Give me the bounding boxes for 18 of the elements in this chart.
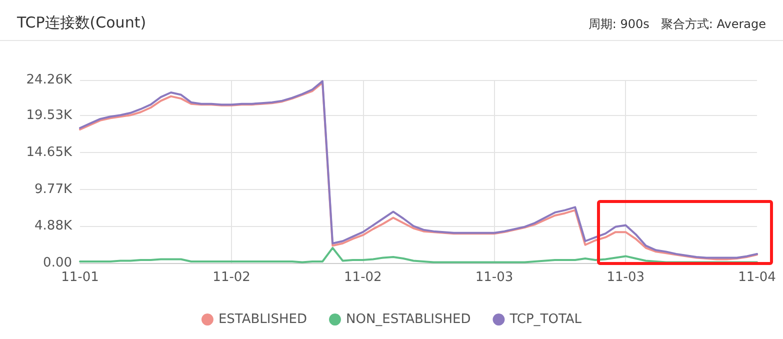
chart-subtitle: 周期: 900s 聚合方式: Average bbox=[588, 17, 766, 31]
legend-label: TCP_TOTAL bbox=[508, 312, 582, 327]
y-tick-label: 4.88K bbox=[34, 218, 72, 234]
x-tick-label: 11-01 bbox=[61, 270, 99, 285]
chart-title: TCP连接数(Count) bbox=[16, 14, 146, 32]
y-tick-label: 14.65K bbox=[26, 144, 72, 160]
x-tick-label: 11-02 bbox=[212, 270, 250, 285]
y-tick-label: 24.26K bbox=[26, 72, 72, 88]
y-tick-label: 0.00 bbox=[43, 256, 72, 270]
x-tick-label: 11-02 bbox=[344, 270, 382, 285]
legend-label: NON_ESTABLISHED bbox=[346, 312, 471, 327]
y-tick-label: 9.77K bbox=[34, 182, 72, 197]
line-series bbox=[79, 246, 758, 264]
x-tick-label: 11-03 bbox=[475, 270, 514, 285]
x-tick-label: 11-04 bbox=[738, 270, 776, 285]
y-tick-label: 19.53K bbox=[26, 108, 72, 124]
legend-label: ESTABLISHED bbox=[218, 312, 307, 327]
x-tick-label: 11-03 bbox=[606, 270, 645, 285]
